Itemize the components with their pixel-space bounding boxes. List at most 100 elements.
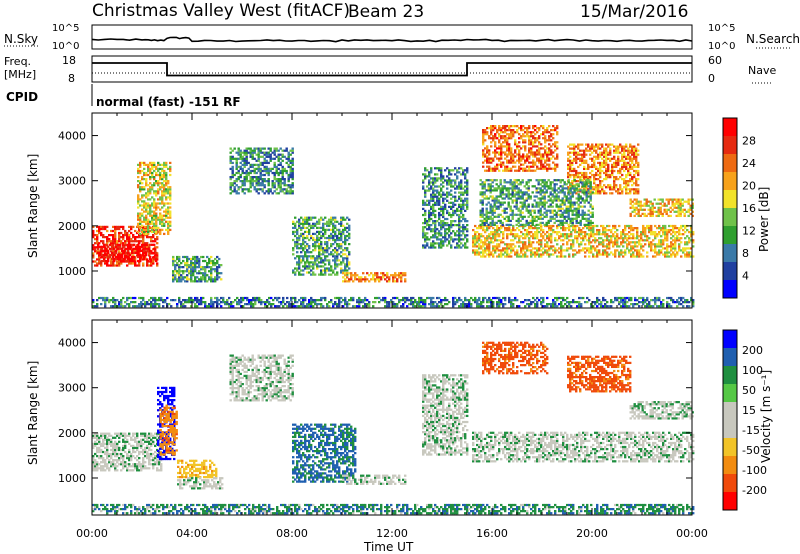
power-heatmap-cells xyxy=(92,125,694,307)
heatmap-cell xyxy=(556,249,558,251)
heatmap-cell xyxy=(446,196,448,198)
heatmap-cell xyxy=(462,216,464,218)
heatmap-cell xyxy=(629,144,631,146)
heatmap-cell xyxy=(238,170,240,172)
heatmap-cell xyxy=(332,243,334,245)
date-title: 15/Mar/2016 xyxy=(580,2,688,22)
heatmap-cell xyxy=(350,272,352,274)
heatmap-cell xyxy=(542,127,544,129)
heatmap-cell xyxy=(126,232,128,234)
heatmap-cell xyxy=(274,182,276,184)
heatmap-cell xyxy=(486,214,488,216)
cpid-text: normal (fast) -151 RF xyxy=(96,95,241,109)
heatmap-cell xyxy=(504,135,506,137)
heatmap-cell xyxy=(103,258,105,260)
heatmap-cell xyxy=(532,131,534,133)
heatmap-cell xyxy=(607,166,609,168)
heatmap-cell xyxy=(662,215,664,217)
heatmap-cell xyxy=(106,230,108,232)
heatmap-cell xyxy=(430,224,432,226)
heatmap-cell xyxy=(109,244,111,246)
heatmap-cell xyxy=(196,256,198,258)
heatmap-cell xyxy=(236,168,238,170)
heatmap-cell xyxy=(622,255,624,257)
heatmap-cell xyxy=(151,196,153,198)
heatmap-cell xyxy=(494,212,496,214)
heatmap-cell xyxy=(280,162,282,164)
heatmap-cell xyxy=(318,251,320,253)
heatmap-cell xyxy=(442,242,444,244)
heatmap-cell xyxy=(424,192,426,194)
heatmap-cell xyxy=(248,188,250,190)
heatmap-cell xyxy=(592,229,594,231)
heatmap-cell xyxy=(562,239,564,241)
heatmap-cell xyxy=(282,166,284,168)
heatmap-cell xyxy=(518,229,520,231)
heatmap-cell xyxy=(322,261,324,263)
heatmap-cell xyxy=(496,225,498,227)
heatmap-cell xyxy=(508,227,510,229)
heatmap-cell xyxy=(462,188,464,190)
heatmap-cell xyxy=(584,237,586,239)
heatmap-cell xyxy=(476,241,478,243)
heatmap-cell xyxy=(344,274,346,276)
heatmap-cell xyxy=(296,241,298,243)
heatmap-cell xyxy=(614,227,616,229)
heatmap-cell xyxy=(163,204,165,206)
heatmap-cell xyxy=(336,221,338,223)
heatmap-cell xyxy=(206,280,208,282)
heatmap-cell xyxy=(122,226,124,228)
heatmap-cell xyxy=(611,172,613,174)
heatmap-cell xyxy=(624,241,626,243)
heatmap-cell xyxy=(660,203,662,205)
heatmap-cell xyxy=(540,143,542,145)
heatmap-cell xyxy=(342,259,344,261)
heatmap-cell xyxy=(510,151,512,153)
heatmap-cell xyxy=(512,243,514,245)
heatmap-cell xyxy=(438,212,440,214)
heatmap-cell xyxy=(642,245,644,247)
heatmap-cell xyxy=(577,174,579,176)
heatmap-cell xyxy=(238,178,240,180)
heatmap-cell xyxy=(138,262,140,264)
heatmap-cell xyxy=(635,148,637,150)
heatmap-cell xyxy=(149,256,151,258)
heatmap-cell xyxy=(123,250,125,252)
heatmap-cell xyxy=(530,245,532,247)
heatmap-cell xyxy=(552,125,554,127)
heatmap-cell xyxy=(126,264,128,266)
heatmap-cell xyxy=(206,274,208,276)
heatmap-cell xyxy=(458,214,460,216)
heatmap-cell xyxy=(328,247,330,249)
heatmap-cell xyxy=(504,131,506,133)
heatmap-cell xyxy=(494,125,496,127)
heatmap-cell xyxy=(658,231,660,233)
heatmap-cell xyxy=(536,233,538,235)
heatmap-cell xyxy=(490,239,492,241)
heatmap-cell xyxy=(530,149,532,151)
heatmap-cell xyxy=(644,231,646,233)
heatmap-cell xyxy=(604,231,606,233)
heatmap-cell xyxy=(286,162,288,164)
heatmap-cell xyxy=(149,213,151,215)
heatmap-cell xyxy=(575,162,577,164)
heatmap-cell xyxy=(490,141,492,143)
heatmap-cell xyxy=(524,145,526,147)
heatmap-cell xyxy=(139,254,141,256)
heatmap-cell xyxy=(518,245,520,247)
heatmap-cell xyxy=(152,234,154,236)
heatmap-cell xyxy=(482,162,484,164)
heatmap-cell xyxy=(320,271,322,273)
heatmap-cell xyxy=(564,229,566,231)
heatmap-cell xyxy=(145,196,147,198)
heatmap-cell xyxy=(366,278,368,280)
heatmap-cell xyxy=(550,237,552,239)
heatmap-cell xyxy=(678,231,680,233)
heatmap-cell xyxy=(446,200,448,202)
heatmap-cell xyxy=(294,257,296,259)
heatmap-cell xyxy=(322,265,324,267)
heatmap-cell xyxy=(590,241,592,243)
heatmap-cell xyxy=(342,217,344,219)
heatmap-cell xyxy=(542,247,544,249)
heatmap-cell xyxy=(452,202,454,204)
